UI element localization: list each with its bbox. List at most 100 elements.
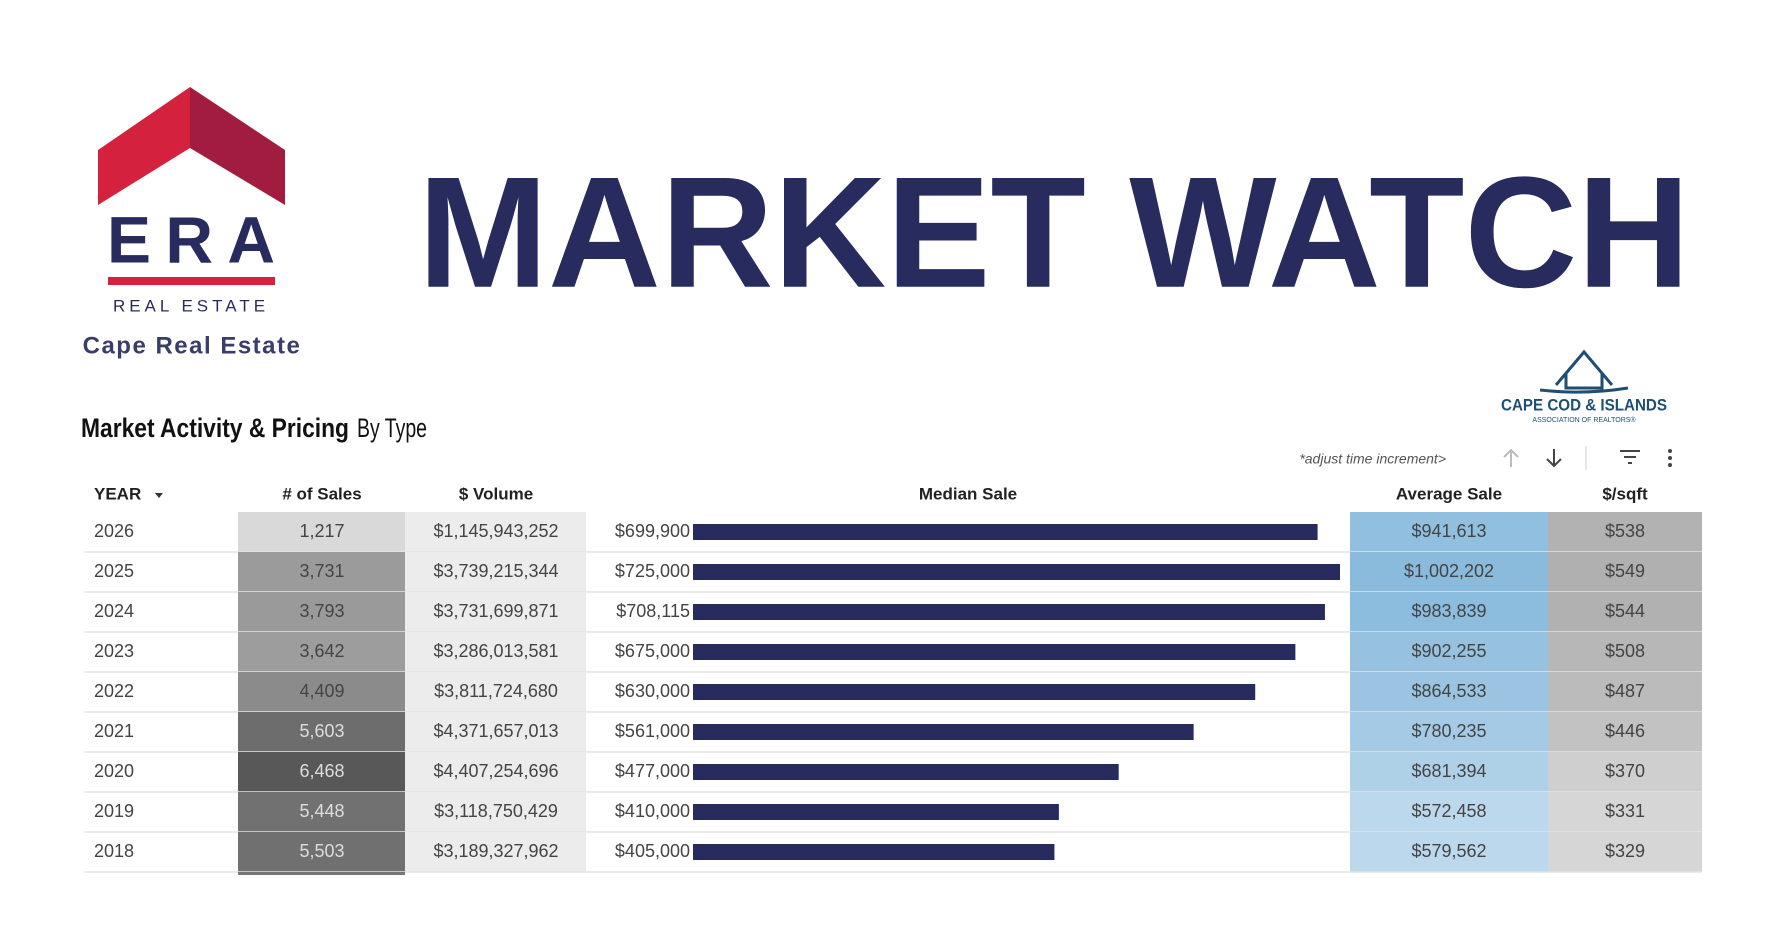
shaded-cell <box>1350 712 1548 752</box>
era-logo: ERA REAL ESTATE Cape Real Estate <box>83 87 300 359</box>
sales-cell: 5,503 <box>299 841 344 861</box>
volume-cell <box>405 752 586 792</box>
sqft-cell: $329 <box>1605 841 1645 861</box>
shaded-cell <box>238 752 405 792</box>
average-cell: $1,002,202 <box>1404 561 1494 581</box>
shaded-cell <box>1548 552 1702 592</box>
year-cell: 2018 <box>94 841 134 861</box>
year-cell: 2025 <box>94 561 134 581</box>
volume-text: $4,407,254,696 <box>433 761 558 781</box>
sqft-cell: $549 <box>1605 561 1645 581</box>
sales-cell: 3,731 <box>299 561 344 581</box>
shaded-cell <box>1548 792 1702 832</box>
roof-left <box>98 87 190 205</box>
volume-cell <box>405 672 586 712</box>
shaded-cell <box>238 832 405 872</box>
shaded-cell <box>238 792 405 832</box>
shaded-cell <box>1350 592 1548 632</box>
sales-cell: 5,603 <box>299 721 344 741</box>
median-label: $410,000 <box>615 801 690 821</box>
filter-button[interactable] <box>1620 450 1640 464</box>
column-header: $ Volume <box>459 484 533 503</box>
volume-text: $4,371,657,013 <box>433 721 558 741</box>
column-header: Average Sale <box>1396 484 1502 503</box>
median-bar <box>693 724 1194 740</box>
brand: ERA <box>107 202 275 276</box>
shaded-cell <box>1350 832 1548 872</box>
sqft-cell: $370 <box>1605 761 1645 781</box>
shaded-cell <box>238 632 405 672</box>
sqft-cell: $446 <box>1605 721 1645 741</box>
more-button[interactable] <box>1668 449 1672 467</box>
average-cell: $983,839 <box>1411 601 1486 621</box>
median-label: $699,900 <box>615 521 690 541</box>
page-title: MARKET WATCH <box>418 145 1690 321</box>
average-cell: $864,533 <box>1411 681 1486 701</box>
year-cell: 2022 <box>94 681 134 701</box>
sales-cell: 1,217 <box>299 521 344 541</box>
brand-sub: REAL ESTATE <box>113 296 269 315</box>
shaded-cell <box>1350 632 1548 672</box>
volume-text: $3,739,215,344 <box>433 561 558 581</box>
volume-text: $3,189,327,962 <box>433 841 558 861</box>
median-label: $708,115 <box>616 601 690 621</box>
year-cell: 2024 <box>94 601 134 621</box>
median-label: $630,000 <box>615 681 690 701</box>
shaded-cell <box>238 512 405 552</box>
volume-cell <box>405 832 586 872</box>
section-title-light: By Type <box>357 413 427 443</box>
column-header: $/sqft <box>1602 484 1648 503</box>
partner-sub: ASSOCIATION OF REALTORS® <box>1532 416 1636 424</box>
shaded-cell <box>1548 672 1702 712</box>
shaded-cell <box>1548 592 1702 632</box>
column-header: # of Sales <box>282 484 361 503</box>
sqft-cell: $544 <box>1605 601 1645 621</box>
sales-cell: 3,793 <box>299 601 344 621</box>
year-cell: 2023 <box>94 641 134 661</box>
column-header: Median Sale <box>919 484 1017 503</box>
shaded-cell <box>238 592 405 632</box>
median-bar <box>693 684 1256 700</box>
median-bar <box>693 524 1318 540</box>
shaded-cell <box>1350 512 1548 552</box>
median-bar <box>693 764 1119 780</box>
shaded-cell <box>1548 512 1702 552</box>
partner-logo: CAPE COD & ISLANDS ASSOCIATION OF REALTO… <box>1501 349 1667 424</box>
partner-house <box>1539 349 1629 394</box>
shaded-cell <box>1350 552 1548 592</box>
sales-cell: 5,448 <box>299 801 344 821</box>
shaded-cell <box>1548 832 1702 872</box>
sales-cell: 3,642 <box>299 641 344 661</box>
median-bar <box>693 564 1340 580</box>
median-bar <box>693 604 1325 620</box>
volume-cell <box>405 592 586 632</box>
sales-footer <box>238 872 405 875</box>
sales-cell: 6,468 <box>299 761 344 781</box>
shaded-cell <box>1350 792 1548 832</box>
shaded-cell <box>1548 712 1702 752</box>
sort-up[interactable] <box>1503 448 1519 467</box>
median-label: $675,000 <box>615 641 690 661</box>
average-cell: $681,394 <box>1411 761 1486 781</box>
sort-down[interactable] <box>1546 449 1562 468</box>
roof-right <box>190 87 285 205</box>
volume-cell <box>405 712 586 752</box>
shaded-cell <box>1350 752 1548 792</box>
average-cell: $941,613 <box>1411 521 1486 541</box>
shaded-cell <box>1548 632 1702 672</box>
volume-cell <box>405 512 586 552</box>
sqft-cell: $538 <box>1605 521 1645 541</box>
year-cell: 2019 <box>94 801 134 821</box>
median-bar <box>693 644 1296 660</box>
median-label: $725,000 <box>615 561 690 581</box>
volume-text: $3,731,699,871 <box>433 601 558 621</box>
volume-text: $1,145,943,252 <box>433 521 558 541</box>
shaded-cell <box>1350 672 1548 712</box>
average-cell: $780,235 <box>1411 721 1486 741</box>
sqft-cell: $487 <box>1605 681 1645 701</box>
shaded-cell <box>1548 752 1702 792</box>
median-bar <box>693 844 1055 860</box>
sales-cell: 4,409 <box>299 681 344 701</box>
year-cell: 2020 <box>94 761 134 781</box>
